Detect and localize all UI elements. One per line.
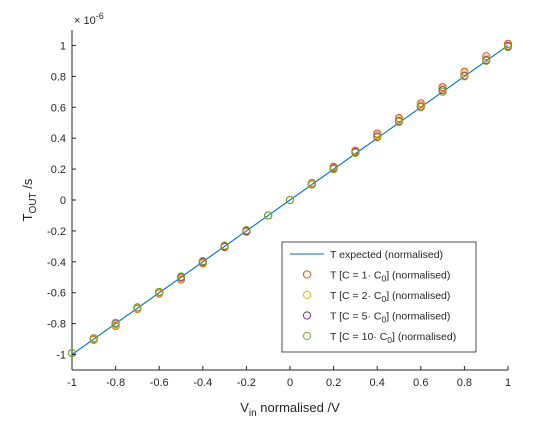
legend-box xyxy=(281,241,477,353)
x-tick-label: -0.8 xyxy=(106,377,125,389)
y-tick-label: 0.4 xyxy=(51,133,66,145)
data-point-c4 xyxy=(416,103,425,112)
x-tick-label: -0.6 xyxy=(150,377,169,389)
data-point-c4 xyxy=(264,211,273,220)
x-tick-label: -0.2 xyxy=(237,377,256,389)
x-tick-label: -0.4 xyxy=(193,377,212,389)
data-point-c4 xyxy=(220,241,229,250)
y-tick-label: 0.2 xyxy=(51,164,66,176)
data-point-c4 xyxy=(285,195,295,205)
y-tick-label: 0.8 xyxy=(51,71,66,83)
data-point-c4 xyxy=(176,272,186,281)
x-tick-label: 0.8 xyxy=(457,377,472,389)
x-tick-label: 0.6 xyxy=(413,377,428,389)
data-point-c2 xyxy=(460,69,469,78)
data-point-c4 xyxy=(438,87,447,96)
legend-label-expected: T expected (normalised) xyxy=(330,249,443,261)
data-point-c4 xyxy=(133,303,142,312)
axis-labels: Vin normalised /V TOUT /s xyxy=(20,178,340,419)
data-point-c4 xyxy=(351,148,360,157)
data-points-layer xyxy=(67,39,513,358)
legend-label-c2: T [C = 2· C0] (normalised) xyxy=(330,290,450,304)
x-tick-label: 0.4 xyxy=(370,377,385,389)
data-point-c1 xyxy=(482,52,491,61)
x-tick-label: 0.2 xyxy=(326,377,341,389)
data-point-c4 xyxy=(503,42,513,52)
data-point-c4 xyxy=(329,164,338,174)
expected-line xyxy=(71,45,509,355)
data-point-c4 xyxy=(394,117,404,127)
y-tick-label: 0.6 xyxy=(51,102,66,114)
legend-marker-c1 xyxy=(302,270,312,279)
tick-layer: -1 -0.8 -0.6 -0.4 -0.2 0 0.2 0.4 0.6 0.8 1 -1 -0.8 -0… xyxy=(47,11,511,389)
y-tick-label: -0.8 xyxy=(47,319,66,331)
x-tick-label: -1 xyxy=(67,377,77,389)
data-point-c4 xyxy=(482,56,491,66)
legend-marker-c2 xyxy=(302,290,312,300)
data-point-c4 xyxy=(67,348,77,358)
legend-marker-c4 xyxy=(302,331,312,341)
y-tick-label: 1 xyxy=(60,40,66,52)
x-tick-label: 1 xyxy=(505,377,511,389)
x-axis-label: Vin normalised /V xyxy=(240,400,340,419)
y-tick-label: -1 xyxy=(56,350,66,362)
y-tick-label: -0.2 xyxy=(47,226,66,238)
data-point-c4 xyxy=(155,287,164,297)
data-point-c4 xyxy=(460,72,469,81)
data-point-c4 xyxy=(198,256,207,266)
y-tick-label: -0.4 xyxy=(47,257,66,269)
data-point-c4 xyxy=(111,318,120,327)
y-tick-label: -0.6 xyxy=(47,288,66,300)
data-point-c4 xyxy=(89,334,98,343)
legend: T expected (normalised) T [C = 1· C0] (no… xyxy=(281,241,477,353)
x-tick-label: 0 xyxy=(287,377,293,389)
y-exponent-label: × 10-6 xyxy=(74,11,104,27)
legend-label-c3: T [C = 5· C0] (normalised) xyxy=(330,311,450,325)
y-axis-label: TOUT /s xyxy=(20,178,39,221)
expected-line-layer xyxy=(71,45,509,355)
legend-label-c4: T [C = 10· C0] (normalised) xyxy=(330,331,456,345)
data-point-c4 xyxy=(242,226,251,235)
y-tick-label: 0 xyxy=(60,195,66,207)
data-point-c4 xyxy=(307,180,316,189)
legend-label-c1: T [C = 1· C0] (normalised) xyxy=(330,270,450,284)
data-point-c4 xyxy=(373,133,382,142)
legend-marker-c3 xyxy=(302,311,312,320)
